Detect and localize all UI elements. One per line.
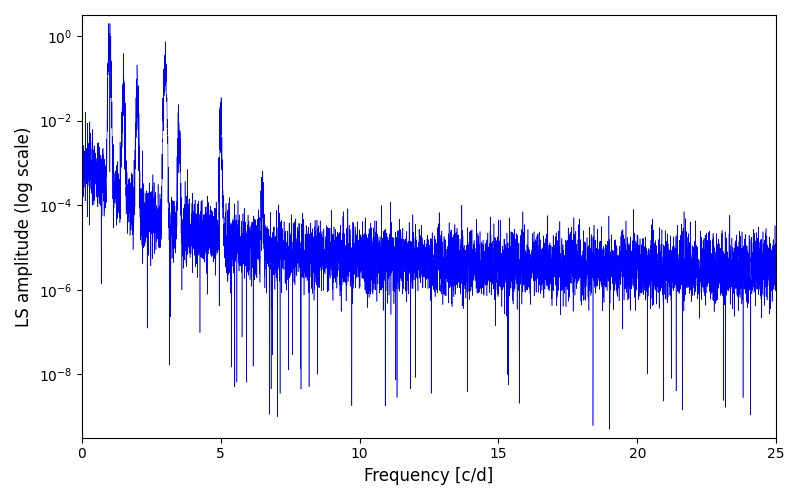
X-axis label: Frequency [c/d]: Frequency [c/d] bbox=[364, 467, 494, 485]
Y-axis label: LS amplitude (log scale): LS amplitude (log scale) bbox=[15, 126, 33, 326]
